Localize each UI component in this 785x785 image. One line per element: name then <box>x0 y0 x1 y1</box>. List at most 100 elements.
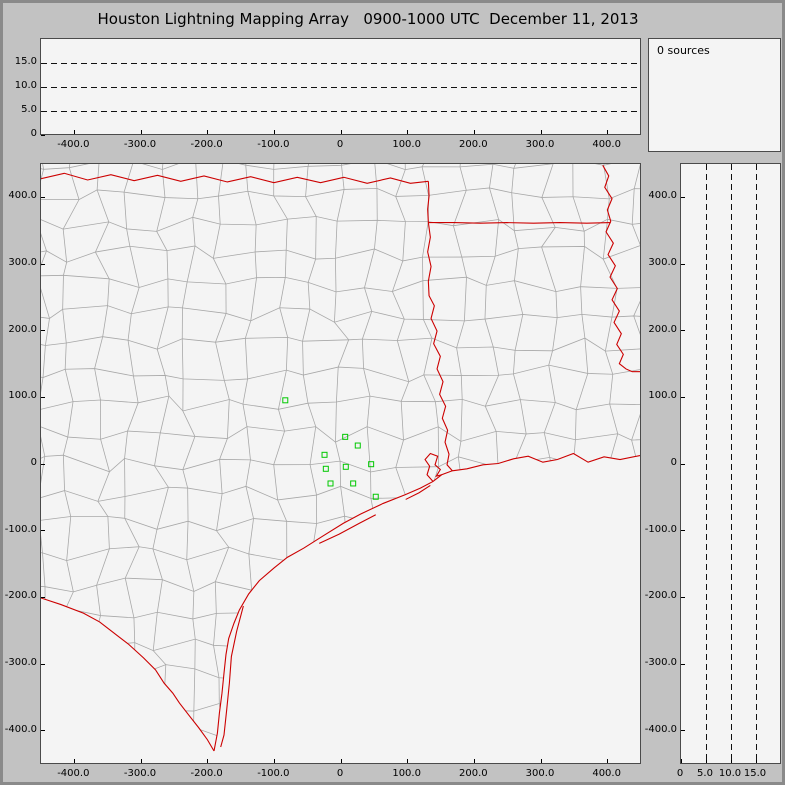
tick-label: -100.0 <box>4 523 37 535</box>
tick-label: 400.0 <box>592 139 621 150</box>
tick-label: 200.0 <box>648 323 677 335</box>
tick-mark <box>207 759 209 763</box>
tick-label: 0 <box>336 768 344 779</box>
tick-label: 10.0 <box>718 768 742 779</box>
tick-mark <box>681 730 685 732</box>
tick-label: 300.0 <box>525 768 555 779</box>
tick-label: 200.0 <box>459 768 488 779</box>
tick-label: 400.0 <box>648 190 677 202</box>
tick-label: 0 <box>676 768 684 779</box>
tick-mark <box>41 463 45 465</box>
tick-label: -200.0 <box>4 590 37 602</box>
tick-mark <box>407 759 409 763</box>
tick-mark <box>41 196 45 198</box>
tick-label: 100.0 <box>648 390 677 402</box>
tick-label: -300.0 <box>644 657 677 668</box>
lma-station-marker <box>372 493 379 500</box>
tick-mark <box>207 130 209 134</box>
lma-station-marker <box>368 461 375 468</box>
tick-mark <box>41 730 45 732</box>
tick-label: -400.0 <box>57 768 90 779</box>
tick-label: 200.0 <box>459 139 488 150</box>
lma-station-marker <box>327 480 334 487</box>
tick-mark <box>681 596 685 598</box>
tick-label: -300.0 <box>123 768 157 779</box>
tick-label: 5.0 <box>697 768 713 779</box>
tick-label: 0 <box>30 457 37 468</box>
tick-mark <box>41 263 45 265</box>
tick-label: -400.0 <box>57 139 90 150</box>
tick-label: -400.0 <box>644 723 677 735</box>
tick-mark <box>407 130 409 134</box>
tick-mark <box>540 130 542 134</box>
tick-label: -300.0 <box>4 657 37 668</box>
altitude-reference-line <box>756 164 757 763</box>
tick-mark <box>473 130 475 134</box>
tick-mark <box>140 759 142 763</box>
tick-mark <box>41 134 45 136</box>
tick-mark <box>681 463 685 465</box>
tick-label: -200.0 <box>190 768 223 779</box>
county-boundaries <box>41 164 640 752</box>
tick-label: -200.0 <box>190 139 223 150</box>
tick-mark <box>681 396 685 398</box>
tick-mark <box>681 663 685 665</box>
tick-label: 100.0 <box>392 139 421 150</box>
tick-mark <box>681 196 685 198</box>
tick-label: 400.0 <box>592 768 621 779</box>
tick-label: 0 <box>30 128 37 139</box>
tick-mark <box>41 530 45 532</box>
tick-mark <box>681 530 685 532</box>
lma-stations <box>282 397 379 500</box>
lma-station-marker <box>321 451 328 458</box>
sources-count-label: 0 sources <box>657 44 710 57</box>
tick-label: 300.0 <box>648 257 677 268</box>
altitude-eastwest-panel[interactable] <box>40 38 641 136</box>
tick-label: 400.0 <box>8 190 37 202</box>
tick-label: 15.0 <box>743 768 767 779</box>
lma-station-marker <box>322 465 329 472</box>
altitude-reference-line <box>41 87 640 88</box>
tick-mark <box>41 596 45 598</box>
tick-mark <box>273 130 275 134</box>
tick-label: -400.0 <box>4 723 37 735</box>
tick-label: 15.0 <box>14 56 37 67</box>
lma-station-marker <box>342 433 349 440</box>
tick-mark <box>340 130 342 134</box>
tick-mark <box>73 759 75 763</box>
tick-label: 200.0 <box>8 323 37 335</box>
tick-label: -200.0 <box>644 590 677 602</box>
tick-mark <box>41 330 45 332</box>
lma-station-marker <box>350 480 357 487</box>
tick-label: 10.0 <box>14 80 37 91</box>
tick-mark <box>273 759 275 763</box>
tick-label: 0 <box>336 139 344 150</box>
tick-label: 300.0 <box>525 139 555 150</box>
altitude-northsouth-panel[interactable] <box>680 163 781 764</box>
texas-map-svg <box>41 164 640 752</box>
lma-station-marker <box>354 442 361 449</box>
lma-station-marker <box>342 463 349 470</box>
tick-mark <box>681 330 685 332</box>
tick-mark <box>680 759 682 763</box>
tick-label: -100.0 <box>257 768 290 779</box>
plan-view-map-panel[interactable] <box>40 163 641 764</box>
tick-label: 100.0 <box>392 768 421 779</box>
sources-count-panel: 0 sources <box>648 38 781 152</box>
tick-label: 100.0 <box>8 390 37 402</box>
tick-label: 300.0 <box>8 257 37 268</box>
tick-mark <box>340 759 342 763</box>
tick-label: -100.0 <box>644 523 677 535</box>
tick-label: -300.0 <box>123 139 157 150</box>
tick-mark <box>607 130 609 134</box>
tick-mark <box>73 130 75 134</box>
altitude-reference-line <box>706 164 707 763</box>
tick-label: -100.0 <box>257 139 290 150</box>
altitude-reference-line <box>41 63 640 64</box>
altitude-reference-line <box>41 111 640 112</box>
tick-label: 0 <box>670 457 677 468</box>
tick-mark <box>681 263 685 265</box>
tick-mark <box>41 663 45 665</box>
tick-mark <box>607 759 609 763</box>
